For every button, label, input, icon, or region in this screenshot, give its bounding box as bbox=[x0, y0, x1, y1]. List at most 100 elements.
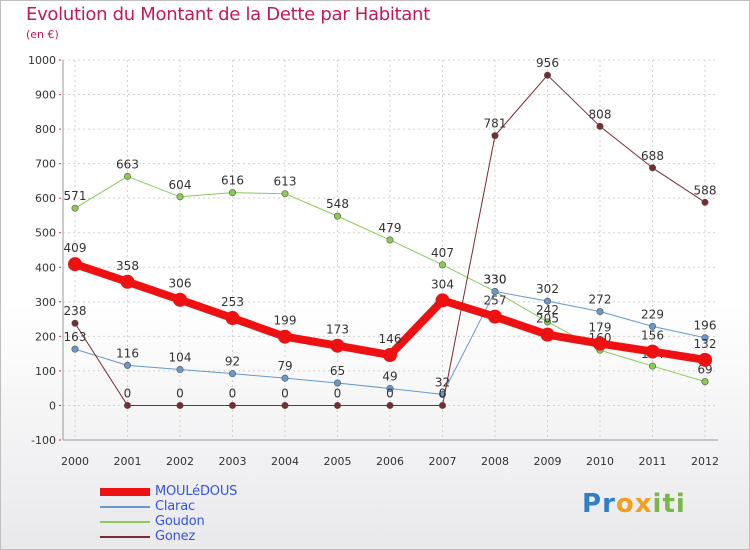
data-point-gonez bbox=[596, 122, 604, 130]
data-label-clarac: 104 bbox=[169, 351, 192, 365]
data-label-gonez: 0 bbox=[281, 386, 289, 400]
data-label-gonez: 0 bbox=[386, 386, 394, 400]
x-tick-label: 2007 bbox=[429, 455, 457, 468]
x-tick-label: 2003 bbox=[219, 455, 247, 468]
x-tick-label: 2001 bbox=[114, 455, 142, 468]
logo-letter: r bbox=[602, 489, 616, 519]
data-point-clarac bbox=[386, 385, 394, 393]
data-point-gonez bbox=[333, 401, 341, 409]
x-tick-label: 2010 bbox=[586, 455, 614, 468]
data-label-moulédous: 304 bbox=[431, 277, 454, 291]
x-tick-label: 2011 bbox=[639, 455, 667, 468]
data-label-moulédous: 253 bbox=[221, 295, 244, 309]
data-point-gonez bbox=[281, 401, 289, 409]
data-point-clarac bbox=[71, 345, 79, 353]
data-point-moulédous bbox=[68, 257, 82, 272]
legend-label-clarac: Clarac bbox=[155, 499, 195, 514]
data-label-goudon: 571 bbox=[64, 189, 87, 203]
data-label-gonez: 588 bbox=[694, 183, 717, 197]
y-tick-label: 200 bbox=[35, 330, 56, 343]
data-label-moulédous: 257 bbox=[484, 294, 507, 308]
data-point-moulédous bbox=[435, 293, 450, 308]
legend-swatch-goudon bbox=[100, 521, 150, 523]
data-label-goudon: 548 bbox=[326, 197, 349, 211]
data-label-goudon: 613 bbox=[274, 175, 297, 189]
data-label-clarac: 49 bbox=[382, 370, 397, 384]
data-point-clarac bbox=[124, 361, 132, 369]
data-label-moulédous: 409 bbox=[64, 241, 87, 255]
data-label-gonez: 0 bbox=[124, 386, 132, 400]
logo-letter: x bbox=[634, 489, 653, 519]
data-point-goudon bbox=[71, 204, 79, 212]
data-label-gonez: 0 bbox=[229, 386, 237, 400]
data-point-gonez bbox=[438, 401, 446, 409]
y-tick-label: 700 bbox=[35, 158, 56, 171]
data-label-gonez: 781 bbox=[484, 117, 507, 131]
data-point-clarac bbox=[701, 334, 709, 342]
y-tick-label: 800 bbox=[35, 123, 56, 136]
y-tick-label: 600 bbox=[35, 192, 56, 205]
data-label-gonez: 956 bbox=[536, 56, 559, 70]
data-label-goudon: 616 bbox=[221, 174, 244, 188]
y-tick-label: 1000 bbox=[28, 54, 56, 67]
data-point-goudon bbox=[333, 212, 341, 220]
logo-letter: o bbox=[615, 489, 635, 519]
data-label-moulédous: 132 bbox=[694, 337, 717, 351]
x-tick-label: 2008 bbox=[481, 455, 509, 468]
data-point-gonez bbox=[543, 71, 551, 79]
data-label-clarac: 65 bbox=[330, 364, 345, 378]
data-point-gonez bbox=[648, 164, 656, 172]
legend-item-moulédous: MOULéDOUS bbox=[100, 484, 300, 499]
data-point-moulédous bbox=[225, 311, 240, 326]
legend-swatch-gonez bbox=[100, 536, 150, 538]
data-point-gonez bbox=[386, 401, 394, 409]
legend-swatch-clarac bbox=[100, 506, 150, 508]
x-tick-label: 2004 bbox=[271, 455, 299, 468]
data-point-gonez bbox=[124, 401, 132, 409]
y-tick-label: 900 bbox=[35, 89, 56, 102]
data-point-goudon bbox=[543, 318, 551, 326]
data-label-clarac: 229 bbox=[641, 307, 664, 321]
data-label-gonez: 0 bbox=[334, 386, 342, 400]
data-label-gonez: 0 bbox=[439, 386, 447, 400]
x-tick-label: 2006 bbox=[376, 455, 404, 468]
data-point-gonez bbox=[71, 319, 79, 327]
data-label-clarac: 116 bbox=[116, 346, 139, 360]
y-tick-label: -100 bbox=[31, 434, 56, 447]
legend-label-goudon: Goudon bbox=[155, 514, 205, 529]
data-point-clarac bbox=[491, 287, 499, 295]
data-point-gonez bbox=[701, 198, 709, 206]
legend-item-goudon: Goudon bbox=[100, 514, 300, 529]
legend-item-gonez: Gonez bbox=[100, 529, 300, 544]
data-point-goudon bbox=[386, 236, 394, 244]
data-point-moulédous bbox=[540, 327, 555, 342]
data-label-moulédous: 199 bbox=[274, 314, 297, 328]
data-point-clarac bbox=[596, 307, 604, 315]
data-point-goudon bbox=[648, 362, 656, 370]
x-tick-label: 2005 bbox=[324, 455, 352, 468]
chart-title: Evolution du Montant de la Dette par Hab… bbox=[26, 4, 430, 25]
data-label-clarac: 92 bbox=[225, 355, 240, 369]
logo-letter: P bbox=[582, 489, 603, 519]
data-point-goudon bbox=[124, 172, 132, 180]
data-label-gonez: 808 bbox=[589, 107, 612, 121]
data-label-gonez: 688 bbox=[641, 149, 664, 163]
data-point-clarac bbox=[543, 297, 551, 305]
data-point-goudon bbox=[281, 190, 289, 198]
y-tick-label: 300 bbox=[35, 296, 56, 309]
data-label-clarac: 163 bbox=[64, 330, 87, 344]
data-label-moulédous: 156 bbox=[641, 329, 664, 343]
data-point-goudon bbox=[438, 261, 446, 269]
data-label-clarac: 196 bbox=[694, 319, 717, 333]
data-point-moulédous bbox=[593, 336, 607, 351]
y-tick-label: 500 bbox=[35, 227, 56, 240]
data-point-clarac bbox=[333, 379, 341, 387]
data-point-goudon bbox=[701, 378, 709, 386]
data-label-clarac: 302 bbox=[536, 282, 559, 296]
data-point-gonez bbox=[491, 132, 499, 140]
data-point-moulédous bbox=[278, 329, 292, 344]
y-tick-label: 400 bbox=[35, 261, 56, 274]
data-label-clarac: 330 bbox=[484, 272, 507, 286]
